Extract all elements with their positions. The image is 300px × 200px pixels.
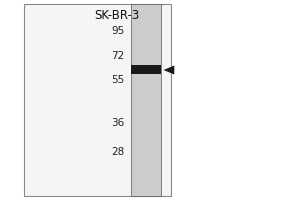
Polygon shape — [164, 66, 174, 74]
FancyBboxPatch shape — [24, 4, 171, 196]
Text: SK-BR-3: SK-BR-3 — [94, 9, 140, 22]
FancyBboxPatch shape — [130, 65, 160, 74]
Text: 72: 72 — [111, 51, 124, 61]
Text: 36: 36 — [111, 118, 124, 128]
FancyBboxPatch shape — [130, 4, 160, 196]
Text: 95: 95 — [111, 26, 124, 36]
Text: 55: 55 — [111, 75, 124, 85]
Text: 28: 28 — [111, 147, 124, 157]
